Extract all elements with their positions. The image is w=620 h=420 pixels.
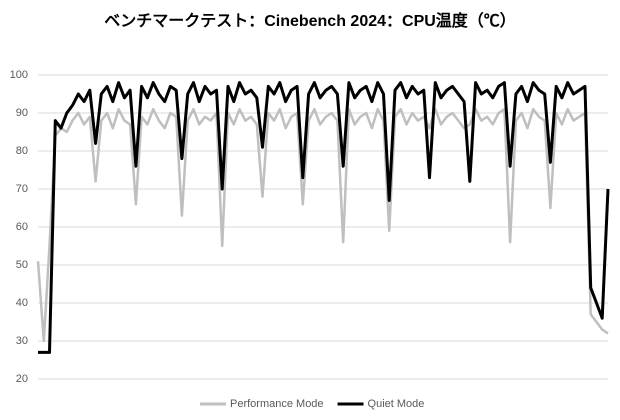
legend-label: Quiet Mode	[368, 398, 425, 410]
y-tick-label: 50	[16, 259, 28, 271]
y-tick-label: 20	[16, 373, 28, 385]
y-tick-label: 80	[16, 145, 28, 157]
y-tick-label: 90	[16, 107, 28, 119]
y-tick-label: 30	[16, 335, 28, 347]
legend-label: Performance Mode	[230, 398, 324, 410]
line-series	[36, 107, 609, 343]
y-tick-label: 60	[16, 221, 28, 233]
line-series	[38, 81, 610, 354]
y-tick-label: 100	[10, 69, 28, 81]
y-tick-label: 70	[16, 183, 28, 195]
y-tick-label: 40	[16, 297, 28, 309]
chart-title: ベンチマークテスト：Cinebench 2024：CPU温度（℃）	[104, 11, 516, 30]
